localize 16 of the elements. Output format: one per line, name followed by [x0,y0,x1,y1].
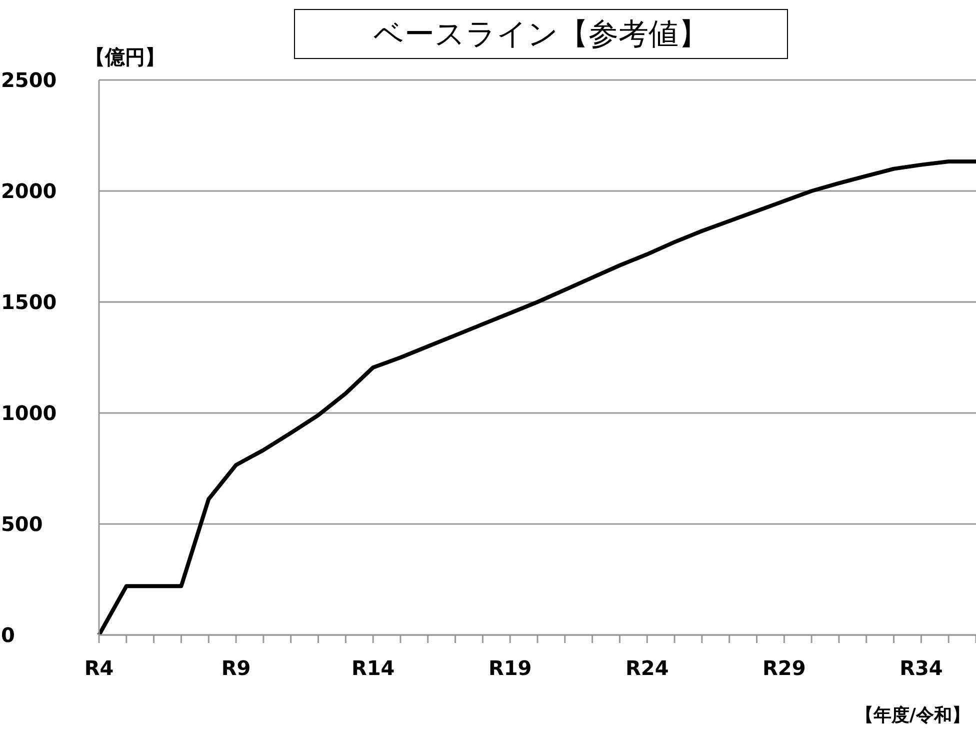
x-tick-label: R24 [626,656,669,680]
x-axis-title: 【年度/令和】 [855,704,970,727]
y-tick-label: 0 [1,623,15,648]
x-tick-label: R14 [351,656,395,680]
y-tick-label: 500 [1,512,43,536]
chart-title: ベースライン【参考値】 [294,9,788,59]
x-tick-label: R4 [84,656,114,680]
y-tick-label: 2000 [1,179,57,204]
y-axis-title: 【億円】 [85,44,165,71]
y-tick-label: 1500 [1,290,57,314]
x-tick-label: R34 [900,656,943,680]
x-tick-label: R9 [221,656,251,680]
x-tick-label: R29 [762,656,806,680]
x-tick-label: R19 [488,656,532,680]
y-tick-label: 1000 [1,401,57,426]
y-tick-label: 2500 [1,68,57,92]
